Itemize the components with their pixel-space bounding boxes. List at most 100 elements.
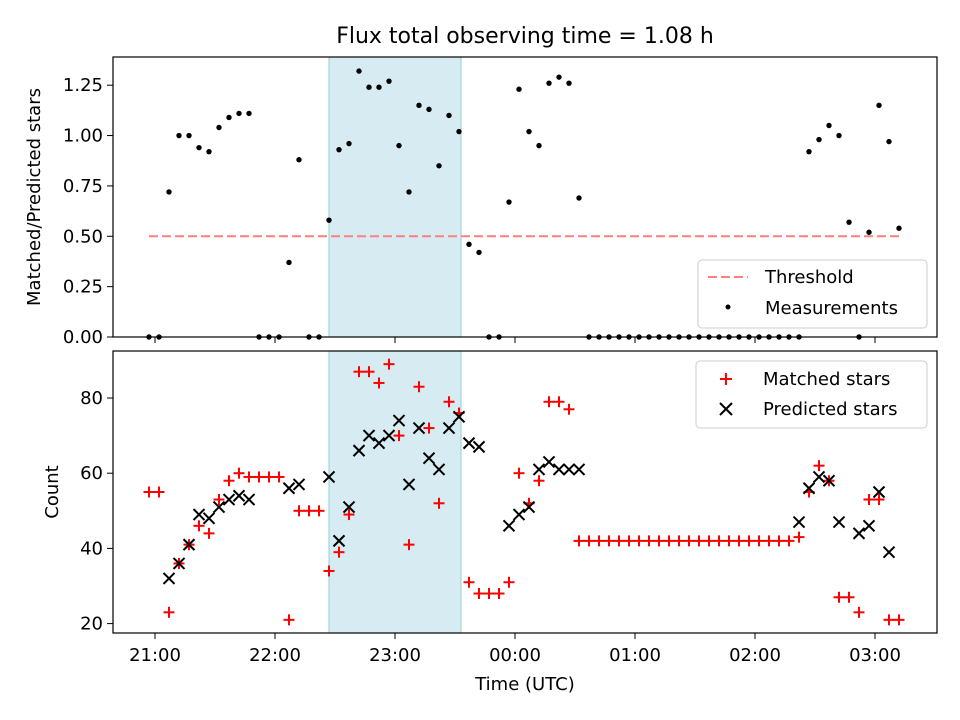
threshold-legend-label: Threshold	[764, 267, 854, 288]
ratio-y-axis-label: Matched/Predicted stars	[24, 88, 45, 306]
matched-stars-point	[503, 576, 515, 588]
count-legend: Matched stars Predicted stars	[695, 360, 928, 429]
predicted-stars-point	[542, 455, 556, 469]
ratio-legend-box	[697, 259, 928, 329]
measurement-point	[356, 68, 362, 74]
measurement-point	[526, 128, 532, 135]
measurements-legend-label: Measurements	[765, 298, 898, 319]
matched-stars-point	[143, 486, 155, 498]
predicted-stars-point	[822, 474, 836, 487]
matched-stars-point	[863, 494, 875, 506]
predicted-stars-point	[232, 489, 246, 502]
measurement-point	[476, 249, 482, 256]
predicted-stars-point	[322, 470, 336, 484]
predicted-stars-point	[792, 515, 806, 529]
matched-stars-point	[383, 358, 395, 370]
matched-stars-point	[833, 591, 845, 603]
x-tick-label: 21:00	[129, 645, 181, 666]
measurement-point	[806, 148, 812, 155]
matched-stars-point	[413, 381, 425, 393]
matched-stars-point	[583, 535, 595, 547]
matched-stars-point	[153, 486, 165, 498]
predicted-stars-point	[572, 463, 586, 476]
matched-stars-point	[393, 430, 405, 442]
x-tick-label: 03:00	[849, 645, 901, 666]
matched-stars-point	[343, 509, 355, 521]
measurement-point	[826, 122, 832, 129]
predicted-stars-point	[412, 421, 426, 435]
matched-stars-point	[303, 505, 315, 517]
x-tick-label: 00:00	[489, 645, 541, 666]
matched-stars-point	[653, 535, 665, 547]
matched-stars-point	[313, 505, 325, 517]
y-tick-label: 0.00	[63, 327, 103, 348]
count-legend-box	[695, 360, 928, 429]
matched-stars-point	[463, 576, 475, 588]
x-axis-label: Time (UTC)	[474, 674, 575, 695]
matched-stars-point	[203, 527, 215, 539]
matched-stars-point	[363, 366, 375, 378]
measurement-point	[866, 229, 872, 235]
predicted-stars-point	[472, 440, 486, 454]
predicted-stars-point	[352, 444, 366, 457]
matched-stars-point	[553, 396, 565, 408]
matched-stars-point	[493, 588, 505, 600]
predicted-stars-point	[292, 478, 306, 491]
matched-stars-point	[613, 535, 625, 547]
predicted-stars-point	[422, 451, 436, 465]
measurement-point	[816, 136, 822, 143]
predicted-stars-point	[402, 478, 416, 491]
matched-stars-point	[233, 467, 245, 479]
measurement-point	[506, 199, 512, 205]
matched-stars-point	[543, 396, 555, 408]
measurement-point	[196, 144, 202, 151]
measurement-point	[346, 140, 352, 147]
predicted-stars-point	[452, 410, 466, 424]
measurement-point	[386, 78, 392, 84]
predicted-stars-point	[442, 421, 456, 435]
count-panel-frame	[112, 350, 938, 634]
matched-stars-point	[763, 535, 775, 547]
y-tick-label: 0.50	[63, 226, 103, 247]
matched-stars-point	[603, 535, 615, 547]
measurement-point	[516, 86, 522, 92]
predicted-stars-point	[512, 508, 526, 521]
matched-stars-point	[703, 535, 715, 547]
measurement-point	[896, 225, 902, 231]
matched-stars-point	[643, 535, 655, 547]
ratio-panel-frame	[112, 56, 938, 338]
x-tick-label: 02:00	[729, 645, 781, 666]
measurement-point	[546, 80, 552, 86]
y-tick-label: 60	[80, 463, 103, 484]
predicted-stars-point	[562, 463, 576, 476]
matched-stars-point	[243, 471, 255, 483]
measurement-point	[296, 157, 302, 163]
measurement-point	[226, 114, 232, 121]
matched-stars-point	[633, 535, 645, 547]
predicted-stars-point	[162, 572, 176, 585]
measurement-point	[576, 195, 582, 201]
predicted-stars-point	[552, 463, 566, 476]
matched-stars-point	[783, 535, 795, 547]
matched-stars-point	[693, 535, 705, 547]
predicted-stars-point	[342, 500, 356, 514]
matched-stars-point	[423, 422, 435, 434]
matched-stars-point	[663, 535, 675, 547]
predicted-stars-point	[372, 436, 386, 450]
predicted-stars-point	[212, 500, 226, 514]
count-panel: 20 40 60 80 21:00 22:00 23:00 00:00 01:00 02:00 0…	[42, 350, 938, 695]
y-tick-label: 1.00	[63, 126, 103, 147]
matched-stars-point	[843, 591, 855, 603]
measurement-point	[286, 259, 292, 266]
measurement-point	[396, 142, 402, 149]
matched-stars-point	[433, 497, 445, 509]
measurement-point	[536, 142, 542, 149]
predicted-stars-point	[182, 538, 196, 551]
matched-stars-point	[513, 467, 525, 479]
measurement-point	[556, 74, 562, 80]
measurement-point	[336, 146, 342, 153]
matched-stars-point	[293, 505, 305, 517]
matched-stars-point	[743, 535, 755, 547]
predicted-stars-point	[812, 470, 826, 484]
